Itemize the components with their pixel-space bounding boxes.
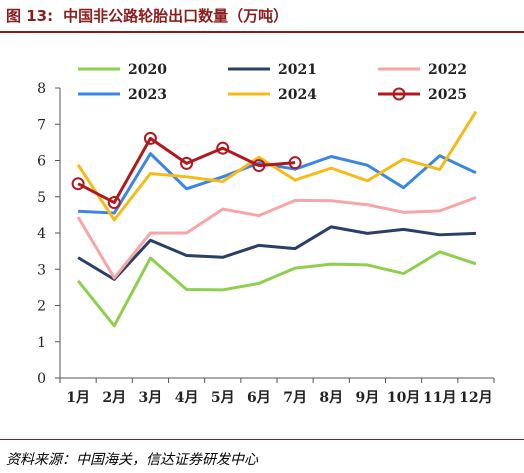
series-line-2023 xyxy=(78,152,477,215)
legend-item-2023: 2023 xyxy=(78,87,167,103)
x-tick-label: 3月 xyxy=(139,390,163,406)
legend-item-2025: 2025 xyxy=(378,87,467,103)
x-tick-label: 9月 xyxy=(356,390,380,406)
legend-item-2024: 2024 xyxy=(228,87,317,103)
line-chart: 2020 2021 2022 2023 2024 2025 0 1 2 3 4 5 6 7 8 1月 2月 3月… xyxy=(37,62,495,406)
y-tick-label: 4 xyxy=(37,226,46,242)
series-2025 xyxy=(71,131,302,210)
x-tick-label: 6月 xyxy=(247,390,271,406)
figure-footer: 资料来源：中国海关，信达证券研发中心 xyxy=(0,439,524,473)
x-tick-label: 12月 xyxy=(459,390,492,406)
legend-label: 2024 xyxy=(278,87,317,103)
legend-label: 2022 xyxy=(428,62,467,78)
y-tick-label: 5 xyxy=(37,190,46,206)
legend-label: 2023 xyxy=(128,87,167,103)
figure-header: 图 13: 中国非公路轮胎出口数量（万吨） xyxy=(0,0,524,33)
legend-marker xyxy=(392,87,406,101)
data-point-2025 xyxy=(216,141,230,155)
figure-title: 图 13: 中国非公路轮胎出口数量（万吨） xyxy=(6,5,288,26)
data-point-2025 xyxy=(107,196,121,210)
legend-item-2022: 2022 xyxy=(378,62,467,78)
y-tick-label: 1 xyxy=(37,335,46,351)
x-tick-label: 4月 xyxy=(175,390,199,406)
legend-item-2020: 2020 xyxy=(78,62,167,78)
data-point-2025 xyxy=(143,131,157,145)
y-tick-label: 7 xyxy=(37,117,46,133)
figure-label: 图 13: xyxy=(6,7,54,25)
data-point-2025 xyxy=(252,159,266,173)
y-tick-label: 2 xyxy=(37,299,46,315)
x-tick-label: 11月 xyxy=(423,390,456,406)
x-tick-label: 10月 xyxy=(387,390,420,406)
series-2024 xyxy=(76,110,478,222)
y-tick-label: 6 xyxy=(37,154,46,170)
x-tick-label: 1月 xyxy=(66,390,90,406)
series-line-2022 xyxy=(76,196,477,280)
series-line-2025 xyxy=(77,136,296,205)
chart-series-group xyxy=(71,110,478,328)
legend-label: 2025 xyxy=(428,87,467,103)
legend-label: 2020 xyxy=(128,62,167,78)
series-line-2021 xyxy=(77,225,476,281)
x-tick-label: 2月 xyxy=(102,390,126,406)
series-line-2024 xyxy=(76,110,478,222)
legend-label: 2021 xyxy=(278,62,317,78)
y-tick-label: 3 xyxy=(37,262,46,278)
data-point-2025 xyxy=(288,156,302,170)
chart-axes: 0 1 2 3 4 5 6 7 8 1月 2月 3月 4月 5月 6月 7月 8月 9月 10月 11月 12月 xyxy=(37,81,495,406)
y-tick-label: 8 xyxy=(37,81,46,97)
series-2022 xyxy=(76,196,477,280)
series-line-2020 xyxy=(76,250,477,328)
x-tick-label: 8月 xyxy=(319,390,343,406)
x-tick-label: 5月 xyxy=(211,390,235,406)
legend-item-2021: 2021 xyxy=(228,62,317,78)
source-note: 资料来源：中国海关，信达证券研发中心 xyxy=(6,452,258,468)
x-tick-label: 7月 xyxy=(283,390,307,406)
series-2023 xyxy=(78,152,477,215)
series-2020 xyxy=(76,250,477,328)
series-2021 xyxy=(77,225,476,281)
chart-legend: 2020 2021 2022 2023 2024 2025 xyxy=(78,62,467,103)
data-point-2025 xyxy=(71,177,85,191)
data-point-2025 xyxy=(180,156,194,170)
figure-title-text: 中国非公路轮胎出口数量（万吨） xyxy=(63,7,289,25)
y-tick-label: 0 xyxy=(37,371,46,387)
